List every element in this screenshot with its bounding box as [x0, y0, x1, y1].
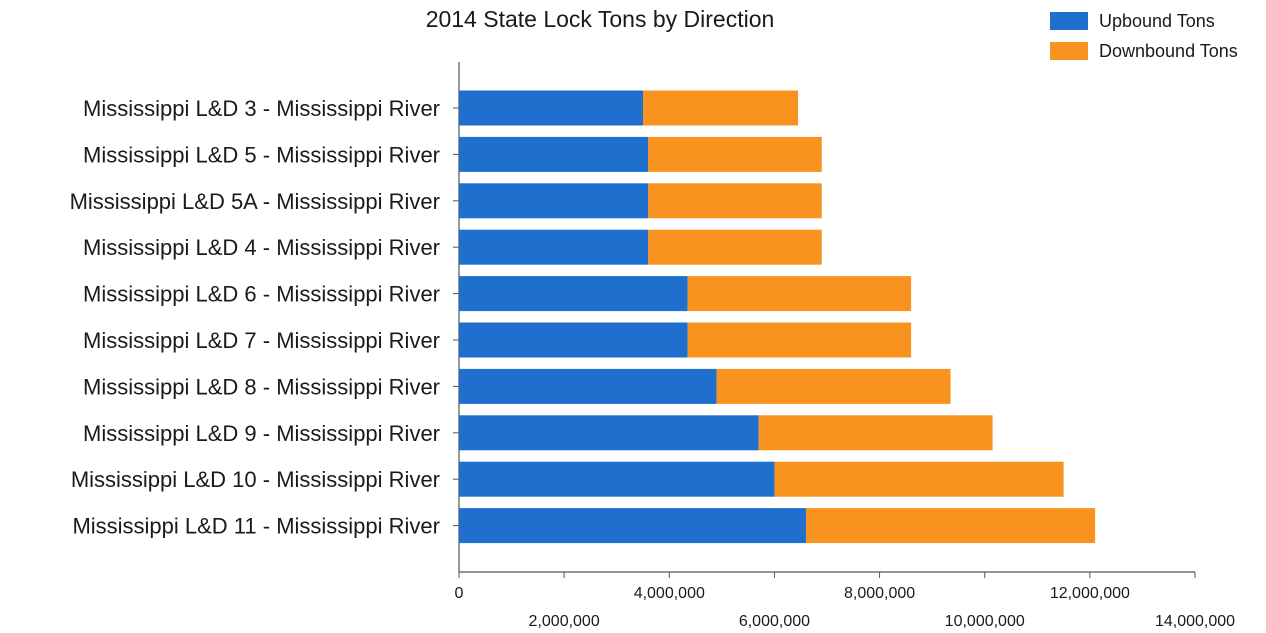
- legend-label-downbound: Downbound Tons: [1099, 40, 1238, 61]
- category-label: Mississippi L&D 9 - Mississippi River: [83, 421, 440, 446]
- bar-downbound: [687, 322, 912, 358]
- category-label: Mississippi L&D 11 - Mississippi River: [72, 514, 440, 539]
- x-tick-label: 4,000,000: [634, 585, 705, 602]
- bar-upbound: [459, 508, 806, 544]
- bar-downbound: [774, 461, 1064, 497]
- x-tick-label: 8,000,000: [844, 585, 915, 602]
- bar-upbound: [459, 276, 688, 312]
- bar-downbound: [648, 136, 822, 172]
- bar-downbound: [805, 508, 1096, 544]
- legend-swatch-upbound: [1050, 12, 1088, 30]
- category-label: Mississippi L&D 4 - Mississippi River: [83, 235, 440, 260]
- x-tick-label: 10,000,000: [945, 613, 1025, 630]
- legend-label-upbound: Upbound Tons: [1099, 10, 1215, 31]
- bar-downbound: [687, 276, 912, 312]
- category-label: Mississippi L&D 8 - Mississippi River: [83, 374, 440, 399]
- legend-swatch-downbound: [1050, 42, 1088, 60]
- category-label: Mississippi L&D 6 - Mississippi River: [83, 282, 440, 307]
- x-tick-label: 14,000,000: [1155, 613, 1235, 630]
- x-tick-label: 2,000,000: [529, 613, 600, 630]
- bar-upbound: [459, 183, 649, 219]
- chart-title: 2014 State Lock Tons by Direction: [425, 6, 775, 32]
- bar-upbound: [459, 136, 649, 172]
- bar-upbound: [459, 90, 643, 126]
- bar-upbound: [459, 322, 688, 358]
- bar-downbound: [758, 415, 993, 451]
- chart-legend: Upbound Tons Downbound Tons: [1050, 6, 1238, 66]
- category-label: Mississippi L&D 5 - Mississippi River: [83, 142, 440, 167]
- x-tick-label: 12,000,000: [1050, 585, 1130, 602]
- x-tick-label: 0: [455, 585, 464, 602]
- x-tick-label: 6,000,000: [739, 613, 810, 630]
- category-label: Mississippi L&D 5A - Mississippi River: [70, 189, 440, 214]
- bar-upbound: [459, 415, 759, 451]
- bar-upbound: [459, 368, 717, 404]
- bar-upbound: [459, 461, 775, 497]
- legend-item-downbound: Downbound Tons: [1050, 36, 1238, 66]
- category-label: Mississippi L&D 10 - Mississippi River: [71, 467, 440, 492]
- category-label: Mississippi L&D 3 - Mississippi River: [83, 96, 440, 121]
- bar-downbound: [648, 229, 822, 265]
- bar-upbound: [459, 229, 649, 265]
- bar-downbound: [643, 90, 799, 126]
- legend-item-upbound: Upbound Tons: [1050, 6, 1238, 36]
- bar-downbound: [648, 183, 822, 219]
- bar-downbound: [716, 368, 951, 404]
- category-label: Mississippi L&D 7 - Mississippi River: [83, 328, 440, 353]
